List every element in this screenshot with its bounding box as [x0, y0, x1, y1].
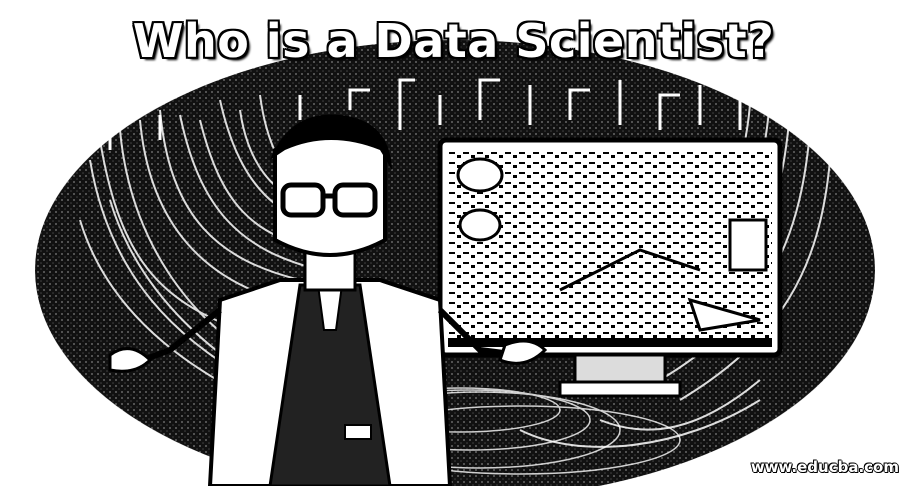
site-watermark: www.educba.com — [750, 458, 899, 476]
board-stand — [558, 353, 682, 398]
scientist-figure — [108, 114, 548, 486]
data-board — [437, 137, 783, 358]
glasses — [280, 182, 378, 218]
page-title: Who is a Data Scientist? — [132, 14, 775, 68]
cable-tangle-top — [108, 78, 760, 150]
